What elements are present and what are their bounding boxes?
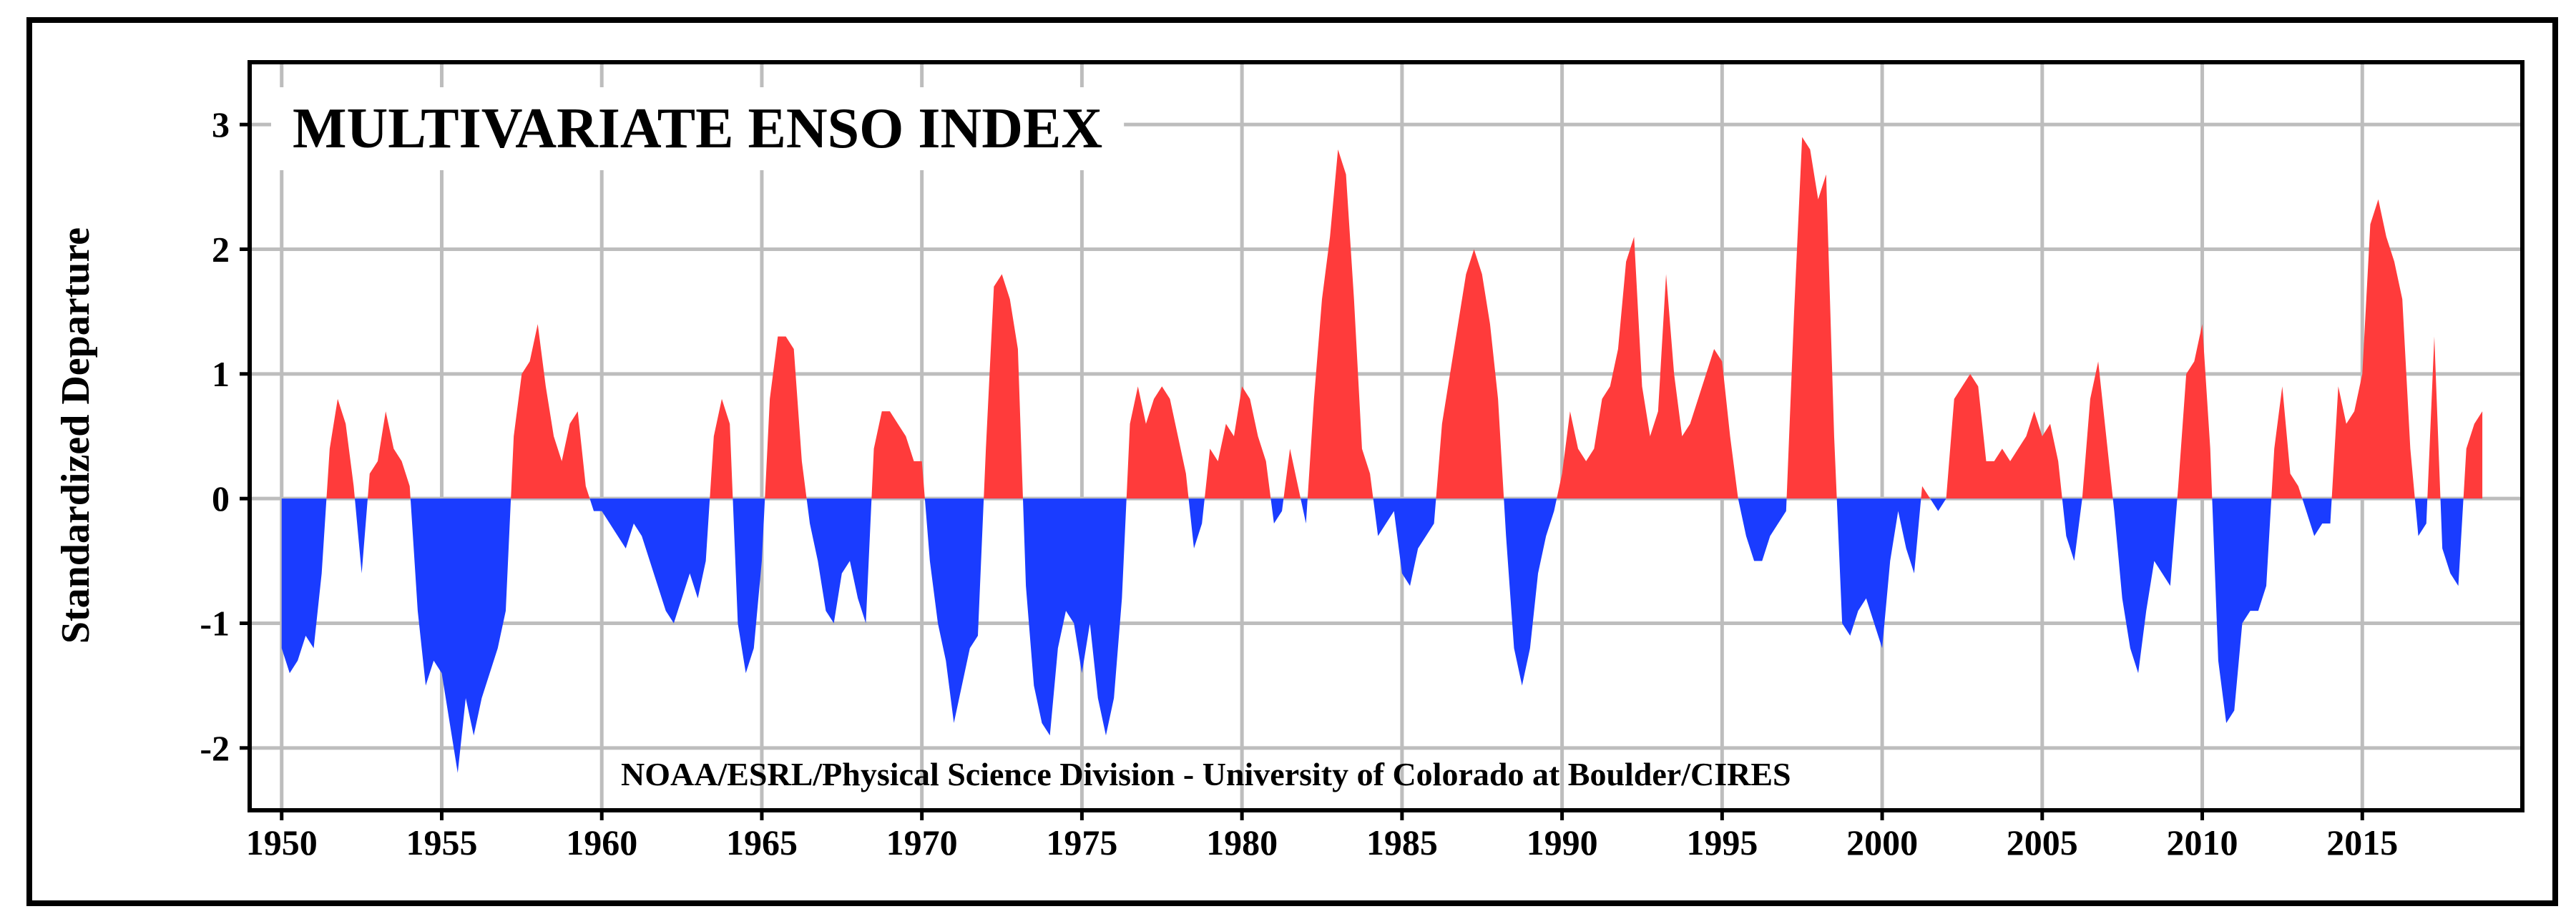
x-tick-label: 1970 [886,822,958,862]
y-tick-label: -1 [200,604,230,644]
x-tick-label: 1980 [1206,822,1278,862]
x-tick-label: 1950 [246,822,318,862]
x-tick-label: 1955 [406,822,477,862]
y-axis-label: Standardized Departure [54,227,98,644]
chart-title: MULTIVARIATE ENSO INDEX [293,97,1102,160]
x-tick-label: 1990 [1527,822,1598,862]
x-tick-label: 1965 [726,822,798,862]
title-background [271,87,1125,170]
plot-area: -2 -1 0 1 2 3 1950 1955 1960 1965 1970 1975 1980 1985… [200,60,2524,862]
x-tick-label: 1975 [1046,822,1117,862]
x-tick-label: 1995 [1686,822,1758,862]
x-tick-label: 2010 [2167,822,2238,862]
enso-area [281,137,2483,773]
x-tick-label: 2015 [2326,822,2398,862]
annotation: NOAA/ESRL/Physical Science Division - Un… [621,756,1791,792]
y-tick-label: 1 [212,354,230,394]
y-tick-label: 3 [212,104,230,144]
x-tick-label: 1985 [1366,822,1438,862]
plot-frame [248,60,2524,812]
y-tick-label: 2 [212,230,230,270]
y-tick-label: 0 [212,478,230,518]
x-tick-label: 2005 [2007,822,2078,862]
y-tick-label: -2 [200,728,230,768]
x-tick-label: 1960 [566,822,637,862]
x-tick-label: 2000 [1846,822,1918,862]
